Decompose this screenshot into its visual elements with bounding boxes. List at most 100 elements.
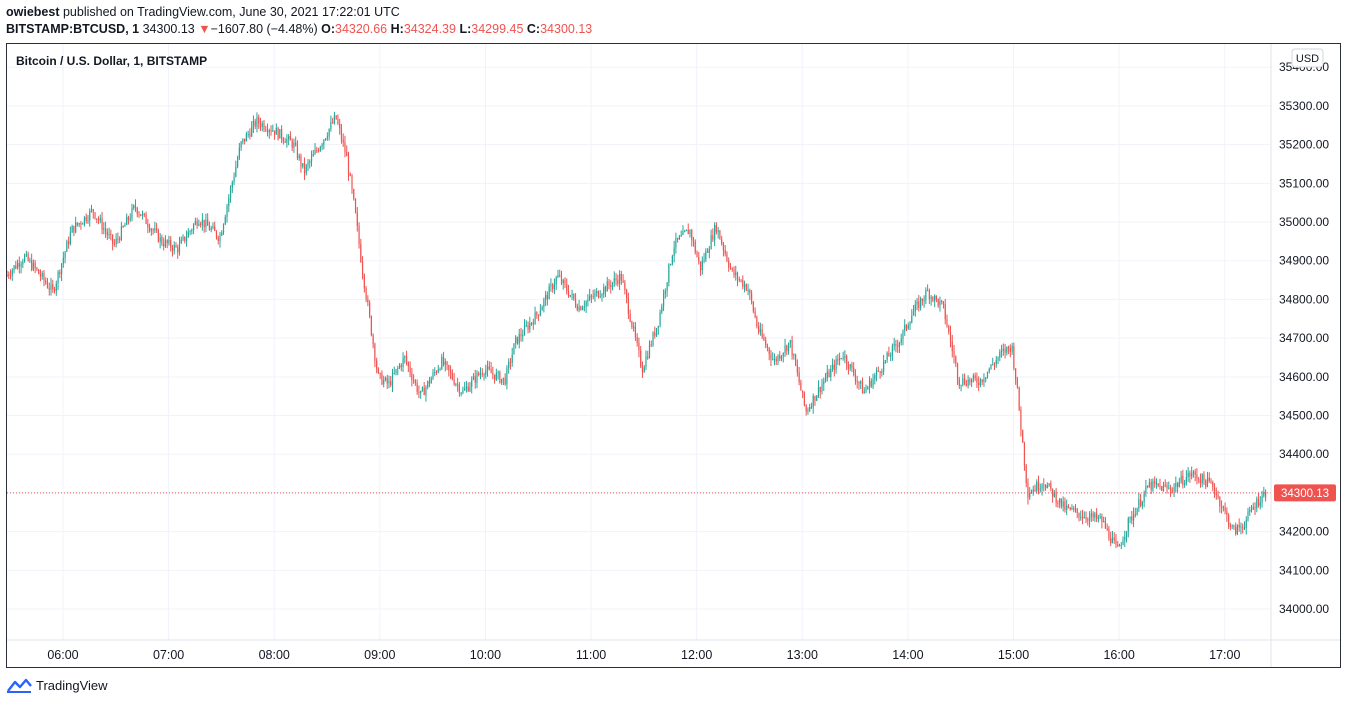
candle-body xyxy=(1192,471,1195,474)
candle-body xyxy=(18,263,20,267)
candle-body xyxy=(853,367,855,375)
candle-body xyxy=(868,380,871,388)
published-text: published on TradingView.com, June 30, 2… xyxy=(62,5,400,19)
candle-body xyxy=(281,129,283,139)
candle-body xyxy=(1220,506,1223,508)
candle-body xyxy=(856,380,858,382)
candle-body xyxy=(955,356,957,364)
candle-body xyxy=(1141,501,1143,506)
candle-body xyxy=(779,355,781,359)
candle-body xyxy=(203,219,205,227)
y-tick-label: 34700.00 xyxy=(1279,331,1329,345)
candle-body xyxy=(893,343,895,346)
candle-body xyxy=(164,240,167,247)
candle-body xyxy=(339,123,341,129)
candle-body xyxy=(41,273,43,277)
candle-body xyxy=(258,117,260,124)
candle-body xyxy=(1178,482,1180,487)
candle-body xyxy=(670,264,672,266)
candle-body xyxy=(633,326,635,328)
candle-body xyxy=(490,368,492,374)
candle-body xyxy=(170,239,172,248)
candle-body xyxy=(875,370,878,376)
author-name[interactable]: owiebest xyxy=(6,5,60,19)
y-tick-label: 35100.00 xyxy=(1279,176,1329,190)
candle-body xyxy=(573,293,575,299)
candle-body xyxy=(407,362,409,367)
candle-body xyxy=(502,377,504,379)
candle-body xyxy=(393,373,395,375)
candle-body xyxy=(839,357,841,361)
candle-body xyxy=(684,230,686,232)
candle-body xyxy=(812,395,814,408)
candle-body xyxy=(810,407,813,409)
candle-body xyxy=(719,230,721,240)
candle-body xyxy=(249,133,251,137)
candle-body xyxy=(458,384,460,394)
candle-body xyxy=(541,306,543,311)
chart-svg[interactable]: 34000.0034100.0034200.0034300.0034400.00… xyxy=(7,44,1340,667)
candle-body xyxy=(108,234,110,236)
candle-body xyxy=(68,241,70,244)
candle-body xyxy=(814,395,816,401)
candle-body xyxy=(293,142,295,148)
candle-body xyxy=(611,282,614,288)
candle-body xyxy=(911,315,913,323)
candle-body xyxy=(897,345,899,347)
candle-body xyxy=(1101,516,1103,522)
candle-body xyxy=(883,361,885,372)
x-tick-label: 06:00 xyxy=(47,648,78,662)
candle-body xyxy=(694,241,696,253)
candle-body xyxy=(435,371,438,373)
candle-body xyxy=(733,269,735,276)
candle-body xyxy=(518,334,520,344)
candle-body xyxy=(22,261,24,265)
candle-body xyxy=(636,336,638,343)
candle-body xyxy=(1132,514,1135,521)
candle-body xyxy=(277,127,279,139)
candle-body xyxy=(244,138,246,142)
candle-body xyxy=(965,383,967,386)
candle-body xyxy=(11,270,13,276)
candle-body xyxy=(1085,516,1087,520)
candle-body xyxy=(52,284,54,290)
candle-body xyxy=(772,359,774,361)
candle-body xyxy=(1134,514,1136,516)
candle-body xyxy=(817,386,820,396)
candle-body xyxy=(1196,474,1198,480)
candle-body xyxy=(914,304,916,312)
currency-badge[interactable]: USD xyxy=(1291,48,1324,68)
candle-body xyxy=(36,267,38,270)
candle-body xyxy=(766,345,769,348)
candle-body xyxy=(129,218,131,221)
y-tick-label: 35200.00 xyxy=(1279,138,1329,152)
candle-body xyxy=(71,225,73,233)
tradingview-logo[interactable]: TradingView xyxy=(6,677,108,693)
candle-body xyxy=(300,155,302,167)
candle-body xyxy=(826,371,828,379)
candle-body xyxy=(703,259,705,261)
candle-body xyxy=(898,342,901,347)
candle-body xyxy=(145,214,147,224)
candle-body xyxy=(596,291,598,294)
candle-body xyxy=(928,290,930,300)
candle-body xyxy=(286,139,288,143)
candle-body xyxy=(1201,474,1203,484)
candle-body xyxy=(728,260,730,268)
candle-body xyxy=(57,271,59,284)
candle-body xyxy=(1060,498,1063,507)
candle-body xyxy=(353,189,355,200)
candle-body xyxy=(692,240,695,242)
candle-body xyxy=(152,229,154,231)
candle-body xyxy=(360,243,362,262)
candle-body xyxy=(175,244,177,248)
candle-body xyxy=(585,301,587,307)
candle-body xyxy=(1189,472,1191,477)
y-tick-label: 34400.00 xyxy=(1279,447,1329,461)
chart-frame[interactable]: 34000.0034100.0034200.0034300.0034400.00… xyxy=(6,43,1341,668)
candle-body xyxy=(178,243,181,253)
candle-body xyxy=(999,351,1001,358)
candle-body xyxy=(610,285,612,288)
candle-body xyxy=(119,238,121,240)
candle-body xyxy=(1051,488,1054,497)
